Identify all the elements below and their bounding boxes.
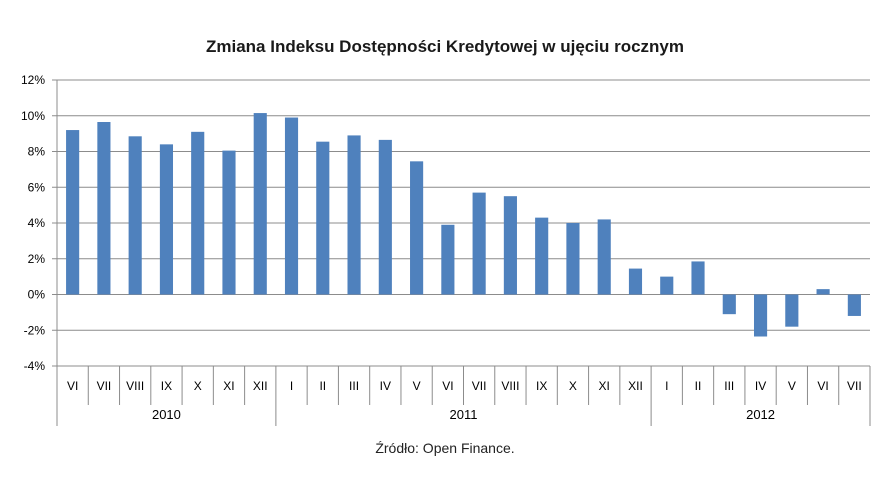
chart-title: Zmiana Indeksu Dostępności Kredytowej w … [206, 37, 684, 56]
bar [159, 144, 174, 295]
y-tick-label: 0% [28, 288, 46, 302]
x-tick-label: VIII [126, 379, 144, 393]
bar [97, 122, 111, 295]
x-tick-label: XII [253, 379, 268, 393]
x-tick-label: XII [628, 379, 643, 393]
bar [816, 289, 830, 295]
bar [628, 268, 643, 295]
x-tick-label: II [695, 379, 702, 393]
bar [222, 150, 236, 295]
y-tick-label: 2% [28, 252, 46, 266]
x-tick-label: I [290, 379, 293, 393]
bar [66, 130, 80, 295]
year-label: 2010 [152, 407, 181, 422]
year-label: 2011 [450, 407, 478, 422]
bar [472, 192, 486, 295]
y-tick-label: 10% [21, 109, 45, 123]
x-tick-label: X [569, 379, 577, 393]
grid [57, 79, 870, 367]
x-tick-label: VI [442, 379, 453, 393]
y-tick-label: 8% [28, 145, 46, 159]
x-tick-label: IV [380, 379, 391, 393]
x-tick-label: IV [755, 379, 766, 393]
bar [691, 261, 705, 295]
bar [441, 224, 455, 295]
bar [847, 294, 861, 316]
y-tick-label: -2% [24, 323, 46, 337]
bar [410, 161, 424, 295]
x-tick-label: V [788, 379, 796, 393]
y-tick-label: 12% [21, 73, 45, 87]
bar [191, 131, 205, 295]
bar [753, 294, 768, 337]
y-axis: -4% -2% 0% 2% 4% 6% 8% 10% 12% [21, 73, 58, 373]
x-tick-label: XI [599, 379, 610, 393]
bar [660, 276, 674, 295]
bar [378, 139, 392, 295]
bar [785, 294, 799, 327]
x-tick-label: VII [472, 379, 487, 393]
x-tick-label: V [413, 379, 421, 393]
bar [284, 117, 299, 295]
x-tick-label: VII [847, 379, 862, 393]
bar [535, 217, 549, 295]
year-label: 2012 [746, 407, 775, 422]
x-tick-label: IX [536, 379, 547, 393]
bar [503, 196, 517, 295]
x-tick-label: VIII [501, 379, 519, 393]
y-tick-label: 6% [28, 180, 46, 194]
bars [66, 113, 861, 337]
bar [128, 136, 142, 295]
bar [597, 219, 611, 295]
bar [722, 294, 736, 315]
x-tick-label: I [665, 379, 668, 393]
bar [316, 141, 330, 295]
y-tick-label: 4% [28, 216, 46, 230]
x-tick-label: III [349, 379, 359, 393]
source-note: Źródło: Open Finance. [375, 440, 514, 456]
y-tick-label: -4% [24, 359, 46, 373]
x-axis: VI VII VIII IX X XI XII I II III IV V VI VII VIII IX X XI… [56, 365, 871, 426]
bar [566, 223, 580, 295]
x-tick-label: XI [223, 379, 234, 393]
x-tick-label: IX [161, 379, 172, 393]
x-tick-label: III [724, 379, 734, 393]
x-tick-label: VI [67, 379, 78, 393]
x-tick-label: VII [97, 379, 112, 393]
x-tick-label: II [319, 379, 326, 393]
x-tick-label: VI [817, 379, 828, 393]
bar [347, 135, 361, 295]
x-tick-label: X [194, 379, 202, 393]
bar [253, 113, 267, 295]
